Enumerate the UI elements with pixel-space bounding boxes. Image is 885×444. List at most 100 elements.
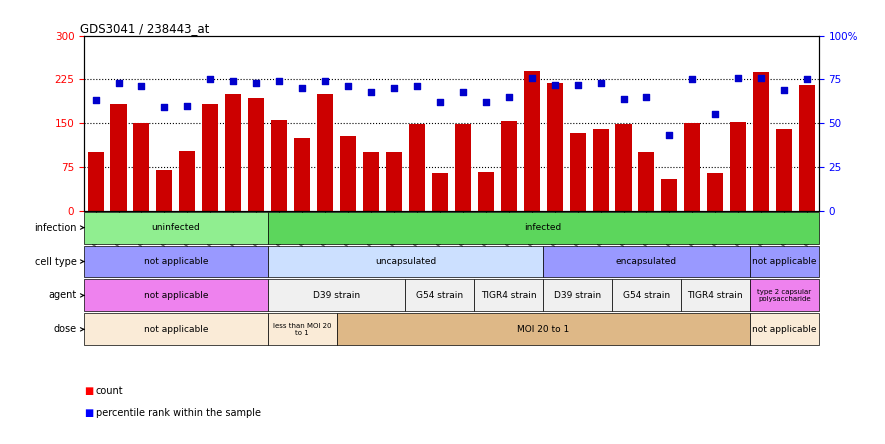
Text: TIGR4 strain: TIGR4 strain bbox=[481, 291, 536, 300]
Bar bbox=[84, 212, 267, 243]
Bar bbox=[88, 152, 104, 210]
Point bbox=[181, 102, 195, 109]
Text: type 2 capsular
polysaccharide: type 2 capsular polysaccharide bbox=[758, 289, 812, 302]
Point bbox=[525, 74, 539, 81]
Bar bbox=[638, 152, 655, 210]
Bar bbox=[776, 129, 792, 210]
Text: not applicable: not applicable bbox=[752, 325, 817, 334]
Point bbox=[387, 84, 401, 91]
Text: ■: ■ bbox=[84, 386, 93, 396]
Text: MOI 20 to 1: MOI 20 to 1 bbox=[517, 325, 569, 334]
Text: dose: dose bbox=[54, 325, 77, 334]
Text: not applicable: not applicable bbox=[752, 257, 817, 266]
Bar bbox=[681, 279, 750, 311]
Bar bbox=[84, 313, 267, 345]
Bar bbox=[84, 279, 267, 311]
Bar bbox=[570, 133, 586, 210]
Bar bbox=[547, 83, 563, 210]
Text: cell type: cell type bbox=[35, 257, 77, 266]
Bar bbox=[363, 152, 379, 210]
Text: agent: agent bbox=[49, 290, 77, 301]
Point bbox=[341, 83, 355, 90]
Bar bbox=[336, 313, 750, 345]
Bar bbox=[317, 94, 333, 210]
Bar bbox=[593, 129, 609, 210]
Point bbox=[456, 88, 470, 95]
Bar bbox=[405, 279, 474, 311]
Point bbox=[571, 81, 585, 88]
Bar bbox=[432, 173, 448, 210]
Text: D39 strain: D39 strain bbox=[313, 291, 360, 300]
Text: infected: infected bbox=[525, 223, 562, 232]
Text: uninfected: uninfected bbox=[151, 223, 200, 232]
Bar bbox=[478, 171, 494, 210]
Bar bbox=[661, 178, 677, 210]
Bar bbox=[386, 152, 402, 210]
Bar bbox=[267, 313, 336, 345]
Bar bbox=[226, 94, 242, 210]
Bar bbox=[750, 246, 819, 278]
Point bbox=[479, 99, 493, 106]
Point bbox=[204, 76, 218, 83]
Point bbox=[135, 83, 149, 90]
Bar bbox=[750, 279, 819, 311]
Bar bbox=[409, 124, 425, 210]
Text: infection: infection bbox=[35, 222, 77, 233]
Bar bbox=[524, 71, 540, 210]
Point bbox=[502, 93, 516, 100]
Point bbox=[295, 84, 309, 91]
Text: not applicable: not applicable bbox=[143, 325, 208, 334]
Point bbox=[617, 95, 631, 102]
Bar bbox=[294, 138, 310, 210]
Point bbox=[112, 79, 126, 86]
Text: GDS3041 / 238443_at: GDS3041 / 238443_at bbox=[81, 23, 210, 36]
Text: less than MOI 20
to 1: less than MOI 20 to 1 bbox=[273, 323, 331, 336]
Point bbox=[548, 81, 562, 88]
Text: G54 strain: G54 strain bbox=[416, 291, 464, 300]
Bar bbox=[111, 104, 127, 210]
Point bbox=[594, 79, 608, 86]
Bar bbox=[750, 313, 819, 345]
Bar bbox=[707, 173, 723, 210]
Bar bbox=[267, 246, 543, 278]
Text: G54 strain: G54 strain bbox=[623, 291, 670, 300]
Point bbox=[88, 97, 103, 104]
Bar bbox=[615, 124, 632, 210]
Text: encapsulated: encapsulated bbox=[616, 257, 677, 266]
Point bbox=[158, 104, 172, 111]
Bar bbox=[180, 151, 196, 210]
Bar bbox=[543, 246, 750, 278]
Point bbox=[318, 78, 332, 85]
Bar bbox=[799, 85, 815, 210]
Point bbox=[250, 79, 264, 86]
Bar bbox=[157, 170, 173, 210]
Bar bbox=[730, 122, 746, 210]
Text: not applicable: not applicable bbox=[143, 257, 208, 266]
Point bbox=[272, 78, 286, 85]
Point bbox=[777, 86, 791, 93]
Bar bbox=[84, 246, 267, 278]
Bar bbox=[271, 120, 288, 210]
Text: not applicable: not applicable bbox=[143, 291, 208, 300]
Bar bbox=[684, 123, 700, 210]
Text: ■: ■ bbox=[84, 408, 93, 419]
Bar bbox=[203, 104, 219, 210]
Point bbox=[685, 76, 699, 83]
Text: count: count bbox=[96, 386, 123, 396]
Bar bbox=[501, 121, 517, 210]
Text: D39 strain: D39 strain bbox=[554, 291, 601, 300]
Point bbox=[731, 74, 745, 81]
Point bbox=[800, 76, 814, 83]
Bar bbox=[474, 279, 543, 311]
Text: TIGR4 strain: TIGR4 strain bbox=[688, 291, 743, 300]
Bar bbox=[134, 123, 150, 210]
Bar bbox=[753, 72, 769, 210]
Bar bbox=[267, 279, 405, 311]
Point bbox=[364, 88, 378, 95]
Bar bbox=[543, 279, 612, 311]
Bar bbox=[267, 212, 819, 243]
Text: uncapsulated: uncapsulated bbox=[375, 257, 436, 266]
Bar bbox=[612, 279, 681, 311]
Point bbox=[410, 83, 424, 90]
Point bbox=[662, 132, 676, 139]
